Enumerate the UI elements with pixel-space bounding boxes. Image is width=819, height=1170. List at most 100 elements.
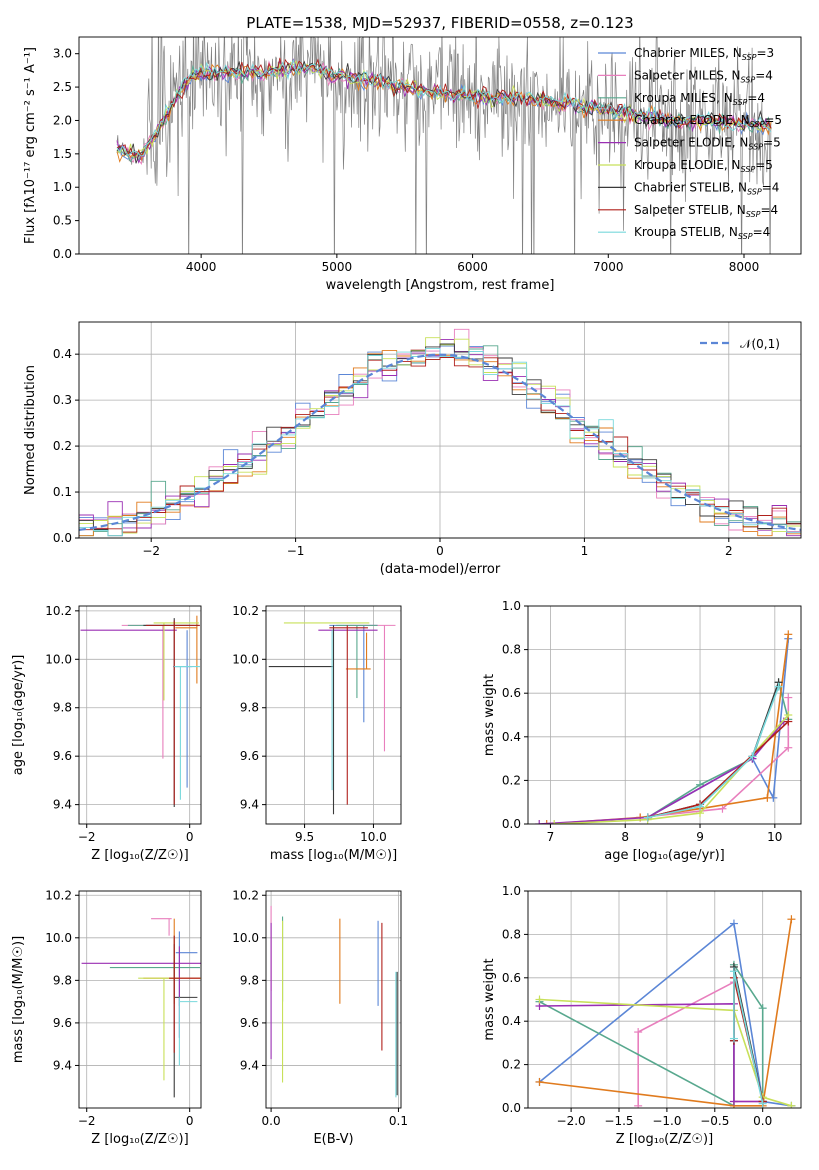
x-axis-label: Z [log₁₀(Z/Z☉)] [91, 1132, 188, 1147]
x-axis-label: E(B-V) [313, 1132, 353, 1147]
x-tick-label: 0 [186, 1114, 194, 1128]
y-tick-label: 10.2 [232, 604, 259, 618]
y-tick-label: 2.5 [53, 80, 72, 94]
x-tick-label: 2 [725, 544, 733, 558]
residual-histogram-axes: −2 −1 0 1 2 0.0 0.1 0.2 0.3 0.4 (data-model)/error… [23, 321, 802, 577]
legend-n: , N [729, 203, 746, 217]
y-tick-label: 1.0 [502, 884, 521, 898]
y-tick-label: 9.8 [240, 701, 259, 715]
y-tick-label: 0.8 [502, 643, 521, 657]
weight-line-1 [538, 922, 792, 1107]
legend-n: , N [733, 113, 750, 127]
x-axis-label: (data-model)/error [380, 562, 501, 577]
y-tick-label: 0.4 [502, 1014, 521, 1028]
axes-frame [527, 605, 802, 825]
legend-label: Chabrier MILES, NSSP=3 [634, 46, 774, 62]
legend-nssp: =4 [760, 203, 778, 217]
y-tick-label: 0.3 [53, 393, 72, 407]
legend-n: , N [724, 158, 741, 172]
spectrum-plot [116, 37, 772, 254]
y-tick-label: 0.4 [53, 347, 72, 361]
y-tick-label: 0.2 [502, 1058, 521, 1072]
y-tick-label: 0.6 [502, 971, 521, 985]
weight-line-9 [733, 971, 764, 1104]
axes-frame [527, 890, 802, 1109]
y-tick-label: 0.1 [53, 485, 72, 499]
x-tick-label: 7000 [593, 260, 624, 274]
legend-subscript: SSP [742, 53, 757, 62]
y-tick-label: 9.8 [53, 973, 72, 987]
axes-frame [265, 890, 402, 1109]
weight-line-8 [647, 720, 789, 819]
legend-series-name: Chabrier ELODIE [634, 113, 733, 127]
legend-subscript: SSP [733, 98, 748, 107]
x-tick-label: −1.5 [604, 1114, 633, 1128]
y-tick-label: 10.0 [232, 931, 259, 945]
weight-line-4 [546, 634, 790, 824]
x-tick-label: −2.0 [557, 1114, 586, 1128]
weight-line-9 [647, 686, 780, 819]
y-tick-label: 9.6 [53, 1016, 72, 1030]
y-tick-label: 9.4 [240, 1058, 259, 1072]
y-tick-label: 10.0 [232, 652, 259, 666]
legend-series-name: Salpeter ELODIE [634, 136, 732, 150]
mass-vs-Z-axes: −2 0 9.4 9.6 9.8 10.0 10.2 Z [log₁₀(Z/Z☉)] mass … [11, 888, 202, 1147]
weight-line-6 [539, 998, 792, 1107]
y-tick-label: 10.0 [45, 931, 72, 945]
weight-vs-Z-plot [535, 915, 796, 1108]
legend-nssp: =4 [753, 225, 771, 239]
x-axis-label: Z [log₁₀(Z/Z☉)] [91, 848, 188, 863]
legend-series-name: Kroupa ELODIE [634, 158, 724, 172]
y-tick-label: 0.2 [53, 439, 72, 453]
legend-series-name: Salpeter STELIB [634, 203, 729, 217]
legend-label: Kroupa ELODIE, NSSP=5 [634, 158, 773, 174]
x-tick-label: 9 [696, 830, 704, 844]
y-tick-label: 9.8 [240, 973, 259, 987]
y-tick-label: 0.8 [502, 927, 521, 941]
histogram-9 [79, 348, 801, 537]
axes-frame [265, 605, 402, 825]
weight-line-4 [539, 919, 793, 1107]
x-tick-label: −1.0 [652, 1114, 681, 1128]
y-axis-label: age [log₁₀(age/yr)] [11, 655, 26, 776]
y-tick-label: 10.2 [45, 604, 72, 618]
legend-label: Salpeter ELODIE, NSSP=5 [634, 136, 781, 152]
y-tick-label: 9.4 [53, 798, 72, 812]
y-tick-label: 0.6 [502, 686, 521, 700]
y-tick-label: 0.5 [53, 214, 72, 228]
x-tick-label: −2 [142, 544, 160, 558]
y-tick-label: 0.2 [502, 773, 521, 787]
y-tick-label: 9.6 [240, 749, 259, 763]
legend-n: , N [730, 180, 747, 194]
x-tick-label: 4000 [186, 260, 217, 274]
legend-subscript: SSP [748, 143, 763, 152]
legend-nssp: =4 [762, 180, 780, 194]
y-tick-label: 9.8 [53, 701, 72, 715]
legend-label: Salpeter STELIB, NSSP=4 [634, 203, 778, 219]
legend-subscript: SSP [746, 210, 761, 219]
weight-vs-Z-axes: −2.0 −1.5 −1.0 −0.5 0.0 0.0 0.2 0.4 0.6 0.8 1.0 Z [… [482, 884, 802, 1147]
y-tick-label: 10.2 [45, 888, 72, 902]
x-axis-label: Z [log₁₀(Z/Z☉)] [616, 1132, 713, 1147]
mass-vs-Z-plot [81, 918, 201, 1098]
legend-n: , N [724, 68, 741, 82]
histogram-legend: 𝒩(0,1) [700, 337, 780, 351]
x-tick-label: 1 [581, 544, 589, 558]
weight-vs-age-axes: 7 8 9 10 0.0 0.2 0.4 0.6 0.8 1.0 age [log₁₀(age/yr… [482, 599, 802, 863]
legend-series-name: Chabrier MILES [634, 46, 725, 60]
weight-line-1 [647, 638, 790, 819]
legend-subscript: SSP [741, 75, 756, 84]
legend-nssp: =3 [756, 46, 774, 60]
x-tick-label: 10 [767, 830, 782, 844]
y-axis-label: mass weight [482, 674, 497, 756]
y-axis-label: Normed distribution [23, 365, 38, 495]
legend-subscript: SSP [747, 187, 762, 196]
x-tick-label: −2 [78, 1114, 96, 1128]
legend-nssp: =5 [755, 158, 773, 172]
legend-series-name: Kroupa MILES [634, 91, 716, 105]
y-tick-label: 0.0 [502, 817, 521, 831]
x-tick-label: 8 [621, 830, 629, 844]
legend-subscript: SSP [738, 232, 753, 241]
y-tick-label: 0.0 [53, 531, 72, 545]
